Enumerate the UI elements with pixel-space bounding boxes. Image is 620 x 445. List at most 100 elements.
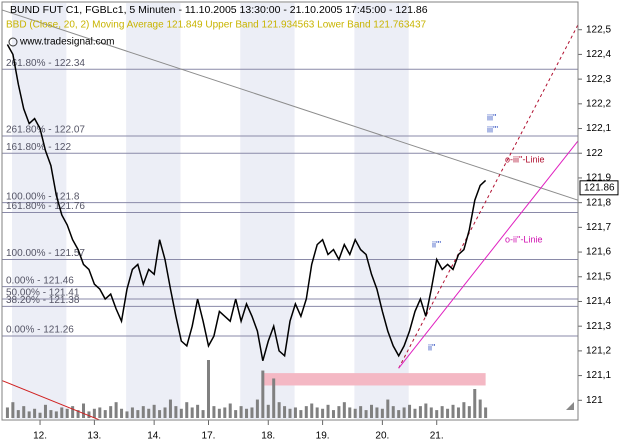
globe-icon bbox=[8, 37, 18, 47]
volume-bar bbox=[98, 407, 102, 418]
volume-bar bbox=[239, 406, 243, 418]
x-tick-label: 21. bbox=[430, 431, 444, 442]
x-tick-label: 13. bbox=[87, 431, 101, 442]
volume-bar bbox=[478, 399, 482, 418]
volume-bar bbox=[370, 404, 374, 418]
volume-bar bbox=[424, 403, 428, 418]
volume-bar bbox=[196, 404, 200, 418]
x-tick-label: 17. bbox=[202, 431, 216, 442]
annotation: o-ii''-Linie bbox=[505, 234, 542, 244]
volume-bar bbox=[76, 410, 80, 418]
volume-bar bbox=[283, 406, 287, 418]
volume-bar bbox=[179, 408, 183, 418]
y-tick-label: 122,1 bbox=[586, 123, 611, 134]
volume-bar bbox=[299, 410, 303, 418]
y-tick-label: 121,5 bbox=[586, 271, 611, 282]
y-tick-label: 122,2 bbox=[586, 98, 611, 109]
volume-bar bbox=[114, 402, 118, 418]
level-label: 161.80% - 121.76 bbox=[6, 201, 85, 212]
volume-bar bbox=[190, 407, 194, 418]
level-label: 0.00% - 121.46 bbox=[6, 275, 74, 286]
trend-line bbox=[1, 380, 100, 421]
volume-bar bbox=[250, 407, 254, 418]
volume-bar bbox=[429, 407, 433, 418]
volume-bar bbox=[38, 412, 42, 418]
resize-corner bbox=[566, 402, 574, 410]
volume-bar bbox=[152, 404, 156, 418]
level-label: 261.80% - 122.34 bbox=[6, 58, 85, 69]
volume-bar bbox=[451, 404, 455, 418]
x-tick-label: 20. bbox=[375, 431, 389, 442]
y-tick-label: 122 bbox=[586, 148, 603, 159]
indicator-label: BBD (Close, 20, 2) Moving Average 121.84… bbox=[6, 20, 427, 31]
volume-bar bbox=[321, 408, 325, 418]
level-label: 100.00% - 121.57 bbox=[6, 248, 85, 259]
volume-bar bbox=[212, 406, 216, 418]
volume-bar bbox=[54, 411, 58, 418]
level-label: 100.00% - 121.8 bbox=[6, 191, 80, 202]
trend-line bbox=[398, 24, 579, 369]
x-tick-label: 19. bbox=[316, 431, 330, 442]
y-tick-label: 121 bbox=[586, 395, 603, 406]
volume-bar bbox=[331, 410, 335, 418]
volume-bar bbox=[337, 406, 341, 418]
volume-bar bbox=[462, 402, 466, 418]
volume-bar bbox=[397, 410, 401, 418]
annotation: ii'' bbox=[428, 342, 436, 352]
volume-bar bbox=[288, 408, 292, 418]
volume-bar bbox=[174, 406, 178, 418]
volume-bar bbox=[364, 410, 368, 418]
y-tick-label: 121,3 bbox=[586, 321, 611, 332]
last-price-label: 121.86 bbox=[584, 182, 615, 193]
volume-bar bbox=[380, 408, 384, 418]
volume-bar bbox=[255, 399, 259, 418]
zone bbox=[262, 373, 486, 386]
volume-bar bbox=[467, 406, 471, 418]
volume-bar bbox=[217, 408, 221, 418]
day-stripe bbox=[240, 3, 295, 419]
day-stripe bbox=[354, 3, 409, 419]
volume-bar bbox=[272, 378, 276, 418]
volume-bar bbox=[71, 406, 75, 418]
annotation: ii''' bbox=[432, 239, 441, 249]
level-label: 38.20% - 121.38 bbox=[6, 295, 80, 306]
x-tick-label: 14. bbox=[147, 431, 161, 442]
x-tick-label: 18. bbox=[261, 431, 275, 442]
level-label: 0.00% - 121.26 bbox=[6, 325, 74, 336]
annotation: o-iii''-Linie bbox=[505, 154, 544, 164]
volume-bar bbox=[109, 406, 113, 418]
volume-bar bbox=[245, 408, 249, 418]
source-label: www.tradesignal.com bbox=[19, 37, 114, 48]
volume-bar bbox=[147, 408, 151, 418]
volume-bar bbox=[473, 389, 477, 418]
volume-bar bbox=[386, 399, 390, 418]
y-tick-label: 121,8 bbox=[586, 197, 611, 208]
y-tick-label: 122,5 bbox=[586, 24, 611, 35]
price-line bbox=[6, 44, 487, 362]
volume-bar bbox=[446, 408, 450, 418]
volume-bar bbox=[16, 410, 20, 418]
volume-bar bbox=[103, 410, 107, 418]
annotation: iii''' bbox=[487, 124, 498, 134]
volume-bar bbox=[304, 406, 308, 418]
y-tick-label: 121,9 bbox=[586, 173, 611, 184]
volume-bar bbox=[375, 407, 379, 418]
volume-bar bbox=[163, 407, 167, 418]
volume-bar bbox=[201, 410, 205, 418]
volume-bar bbox=[185, 402, 189, 418]
volume-bar bbox=[120, 408, 124, 418]
level-label: 161.80% - 122 bbox=[6, 142, 71, 153]
volume-bar bbox=[484, 407, 488, 418]
y-tick-label: 122,4 bbox=[586, 49, 611, 60]
trend-line bbox=[1, 9, 579, 201]
level-label: 261.80% - 122.07 bbox=[6, 125, 85, 136]
volume-bar bbox=[87, 411, 91, 418]
level-label: 50.00% - 121.41 bbox=[6, 288, 80, 299]
volume-bar bbox=[266, 404, 270, 418]
volume-bar bbox=[353, 408, 357, 418]
y-tick-label: 122,3 bbox=[586, 74, 611, 85]
volume-bar bbox=[277, 402, 281, 418]
